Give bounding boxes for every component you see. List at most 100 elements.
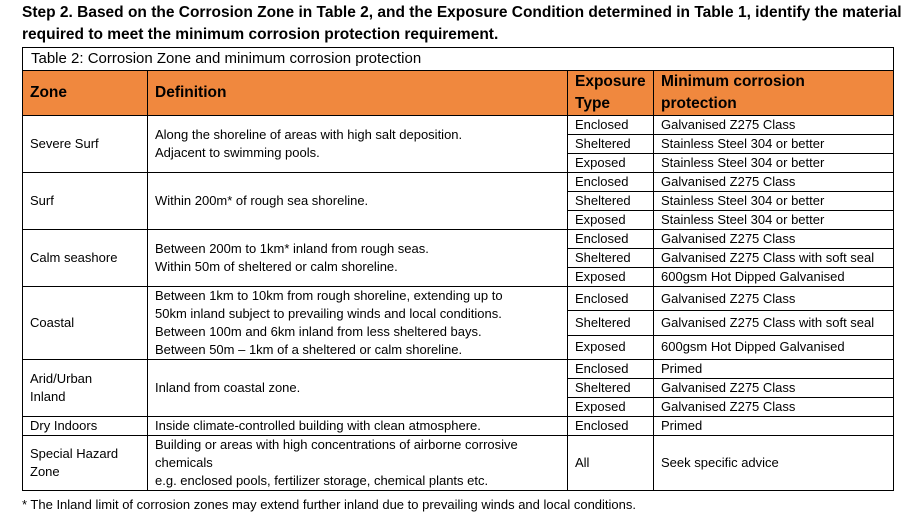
definition-cell: Inside climate-controlled building with … [147,416,568,436]
definition-line: Inside climate-controlled building with … [155,418,481,433]
protection: Galvanised Z275 Class with soft seal [653,310,894,336]
zone-cell: Calm seashore [22,229,148,287]
exposure-row: Sheltered Galvanised Z275 Class with soft… [23,310,894,336]
protection: Stainless Steel 304 or better [653,191,894,211]
column-header: Exposure Type [567,70,654,116]
definition-line: Between 1km to 10km from rough shoreline… [155,288,503,303]
definition-line: 50km inland subject to prevailing winds … [155,306,502,321]
exposure-row: Special Hazard Zone Building or areas with… [22,435,894,491]
exposure-row: Coastal Between 1km to 10km from rough sh… [22,285,894,360]
zone-name: Inland [30,389,66,404]
definition-cell: Inland from coastal zone. [147,359,568,417]
protection: 600gsm Hot Dipped Galvanised [653,334,894,361]
exposure-row: Exposed Stainless Steel 304 or better [23,153,894,173]
exposure-row: Surf Within 200m* of rough sea shoreline.… [22,172,894,230]
exposure-type: All [567,435,654,491]
table-head: Table 2: Corrosion Zone and minimum corr… [22,47,894,116]
zone-cell: Severe Surf [22,115,148,173]
definition-cell: Along the shoreline of areas with high s… [147,115,568,173]
footnote: * The Inland limit of corrosion zones ma… [22,497,636,512]
zone-cell: Special Hazard Zone [22,435,148,491]
exposure-type: Enclosed [567,229,654,249]
exposure-row: Exposed 600gsm Hot Dipped Galvanised [23,334,894,361]
exposure-type: Exposed [567,153,654,173]
protection: Galvanised Z275 Class [653,229,894,249]
exposure-type: Enclosed [567,172,654,192]
exposure-row: Severe Surf Along the shoreline of areas … [22,115,894,173]
heading: Step 2. Based on the Corrosion Zone in T… [22,4,902,43]
definition-line: Adjacent to swimming pools. [155,145,320,160]
zone-name: Coastal [30,315,75,330]
definition-cell: Building or areas with high concentratio… [147,435,568,491]
zone-name: Surf [30,193,54,208]
zone-cell: Coastal [22,286,148,360]
table-caption: Table 2: Corrosion Zone and minimum corr… [22,47,894,71]
exposure-type: Sheltered [567,191,654,211]
exposure-type: Enclosed [567,359,654,379]
definition-line: Within 200m* of rough sea shoreline. [155,193,369,208]
zone-name: Dry Indoors [30,418,98,433]
table-body: Severe Surf Along the shoreline of areas … [22,115,894,491]
protection: Galvanised Z275 Class [653,115,894,135]
exposure-type: Enclosed [567,285,654,312]
exposure-type: Exposed [567,267,654,287]
exposure-row: Sheltered Galvanised Z275 Class [23,378,894,398]
definition-cell: Between 1km to 10km from rough shoreline… [147,286,568,360]
column-header-text: Minimum corrosion protection [661,73,805,112]
exposure-type: Sheltered [567,248,654,268]
exposure-type: Exposed [567,210,654,230]
zone-name: Special Hazard [30,446,119,461]
protection: Stainless Steel 304 or better [653,134,894,154]
protection: 600gsm Hot Dipped Galvanised [653,267,894,287]
protection: Stainless Steel 304 or better [653,153,894,173]
exposure-row: Sheltered Galvanised Z275 Class with soft… [23,248,894,268]
corrosion-table: Table 2: Corrosion Zone and minimum corr… [22,47,894,491]
column-header-text: Exposure Type [575,73,646,112]
column-header: Definition [147,70,568,116]
definition-line: Along the shoreline of areas with high s… [155,127,463,142]
header-row: Zone Definition Exposure Type Minimum corro… [22,70,894,116]
protection: Stainless Steel 304 or better [653,210,894,230]
definition-cell: Within 200m* of rough sea shoreline. [147,172,568,230]
protection: Primed [653,416,894,436]
exposure-row: Calm seashore Between 200m to 1km* inland… [22,229,894,287]
zone-cell: Dry Indoors [22,416,148,436]
exposure-row: Dry Indoors Inside climate-controlled bui… [22,416,894,436]
exposure-type: Sheltered [567,134,654,154]
definition-line: e.g. enclosed pools, fertilizer storage,… [155,473,489,488]
column-header: Minimum corrosion protection [653,70,894,116]
definition-cell: Between 200m to 1km* inland from rough s… [147,229,568,287]
caption-row: Table 2: Corrosion Zone and minimum corr… [22,47,894,71]
definition-line: Between 200m to 1km* inland from rough s… [155,241,429,256]
column-header-text: Zone [30,84,68,101]
exposure-type: Sheltered [567,310,654,336]
zone-name: Calm seashore [30,250,118,265]
zone-cell: Arid/Urban Inland [22,359,148,417]
exposure-type: Enclosed [567,115,654,135]
exposure-row: Sheltered Stainless Steel 304 or better [23,191,894,211]
protection: Primed [653,359,894,379]
zone-name: Arid/Urban [30,371,93,386]
exposure-type: Exposed [567,334,654,361]
protection: Galvanised Z275 Class [653,378,894,398]
zone-name: Severe Surf [30,136,99,151]
zone-cell: Surf [22,172,148,230]
exposure-type: Enclosed [567,416,654,436]
exposure-row: Arid/Urban Inland Inland from coastal zone… [22,359,894,417]
definition-line: Between 50m – 1km of a sheltered or calm… [155,342,463,357]
protection: Galvanised Z275 Class [653,285,894,312]
protection: Seek specific advice [653,435,894,491]
definition-line: Building or areas with high concentratio… [155,437,518,452]
zone-name: Zone [30,464,60,479]
column-header-text: Definition [155,84,227,101]
column-header: Zone [22,70,148,116]
exposure-type: Exposed [567,397,654,417]
protection: Galvanised Z275 Class [653,172,894,192]
definition-line: chemicals [155,455,213,470]
definition-line: Between 100m and 6km inland from less sh… [155,324,482,339]
definition-line: Within 50m of sheltered or calm shorelin… [155,259,398,274]
definition-line: Inland from coastal zone. [155,380,301,395]
protection: Galvanised Z275 Class with soft seal [653,248,894,268]
protection: Galvanised Z275 Class [653,397,894,417]
